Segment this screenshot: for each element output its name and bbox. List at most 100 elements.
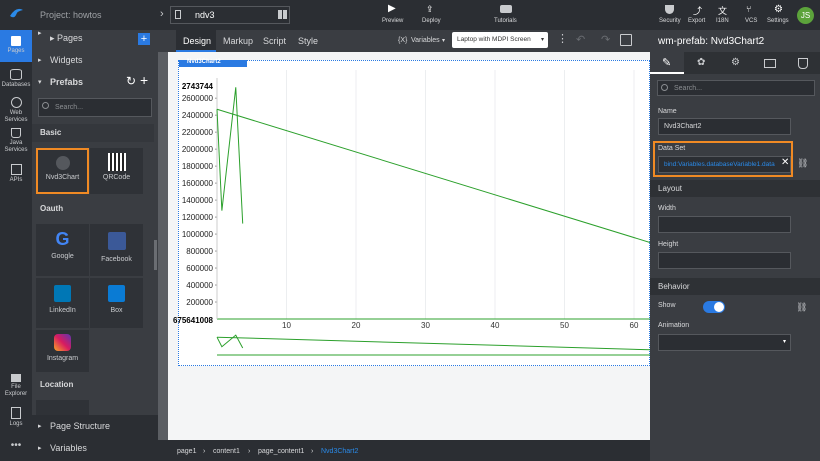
preview-button[interactable]: Preview [382,18,404,24]
width-input[interactable] [658,216,791,233]
top-bar [158,0,820,30]
chart-widget[interactable] [178,60,650,366]
active-nav [0,30,32,62]
refresh-icon[interactable]: ↻ [126,74,137,88]
i18n-button[interactable]: I18N [716,18,729,24]
property-search[interactable]: Search... [657,80,815,96]
section-header: Behavior [650,278,820,295]
field-label: Height [658,241,679,248]
section-label: Widgets [50,55,83,65]
file-tab-label: ndv3 [195,10,215,20]
security-button[interactable]: Security [659,18,681,24]
nav-apis[interactable]: APIs [0,164,32,184]
prefab-tile[interactable]: Instagram [36,330,89,372]
tutorials-button[interactable]: Tutorials [494,18,517,24]
settings-button[interactable]: Settings [767,18,789,24]
field-label: Name [658,108,677,115]
bottom-panel [32,415,158,461]
widget-label-bar [179,60,247,67]
avatar[interactable]: JS [797,7,814,24]
group-title: Basic [40,128,62,137]
nav-label: Logs [9,421,23,427]
page-structure[interactable]: Page Structure [32,416,158,436]
nav-logs[interactable]: Logs [0,407,32,428]
tab-design[interactable]: Design [183,36,212,46]
tile-label: LinkedIn [49,307,76,314]
bind-icon[interactable]: ⛓ [797,158,809,168]
dataset-input[interactable]: bind:Variables.databaseVariable1.data [658,156,791,173]
tile-label: Box [110,307,123,314]
variables-button[interactable]: Variables [411,37,440,44]
section-label: Prefabs [50,77,84,87]
prefab-tile[interactable]: QRCode [90,148,143,194]
crumb[interactable]: page_content1 [258,448,305,455]
widget-label: Nvd3Chart2 [187,59,221,65]
tab-style[interactable]: Style [298,36,319,46]
prefab-tile[interactable]: G Google [36,224,89,276]
animation-select[interactable] [658,334,791,351]
active-prop-tab[interactable] [650,52,684,74]
tile-label: Google [51,253,74,260]
crumb[interactable]: page1 [177,448,197,455]
add-page[interactable]: + [138,33,150,45]
breadcrumb-bar [158,440,650,461]
variables-icon: {X} [398,37,408,44]
group-title: Location [40,380,74,389]
section-header: Layout [650,180,820,197]
section-label: Page Structure [50,421,111,431]
crumb[interactable]: content1 [213,448,240,455]
vcs-button[interactable]: VCS [745,18,758,24]
name-input[interactable]: Nvd3Chart2 [658,118,791,135]
screen-select[interactable] [452,32,548,48]
add-prefab[interactable]: + [140,72,149,88]
section-label: Variables [50,443,87,453]
prefab-tile[interactable]: Facebook [90,224,143,276]
export-button[interactable]: Export [688,18,706,24]
prefab-search[interactable]: Search... [38,98,152,117]
nav-java-services[interactable]: Java Services [0,128,32,154]
prefab-tile[interactable] [36,400,89,416]
properties-panel [650,30,820,461]
more-dots[interactable]: ••• [10,440,22,451]
tab-markup[interactable]: Markup [223,36,254,46]
tile-label: Instagram [46,355,79,362]
nav-databases[interactable]: Databases [0,69,32,89]
nav-file-explorer[interactable]: File Explorer [0,374,32,398]
variables[interactable]: Variables [32,438,158,458]
section-widgets[interactable]: Widgets [32,50,158,70]
group-header [32,124,154,142]
tile-label: QRCode [102,174,131,181]
field-label: Data Set [658,145,686,152]
nav-label: Java Services [4,140,28,153]
height-input[interactable] [658,252,791,269]
tile-label: Nvd3Chart [45,174,80,181]
clear-binding[interactable]: ✕ [781,157,790,168]
nav-pages[interactable]: Pages [0,36,32,55]
file-tab[interactable] [170,6,290,24]
field-label: Show [658,302,676,309]
section-prefabs[interactable]: Prefabs [32,72,158,92]
active-tab [176,30,216,52]
dataset-highlight [653,141,793,177]
scrollbar [154,240,157,270]
save-icon[interactable] [620,34,632,46]
nav-web-services[interactable]: Web Services [0,97,32,124]
search-icon [42,102,49,109]
nav-label: APIs [9,177,23,183]
nav-label: File Explorer [4,384,28,397]
tab-script[interactable]: Script [263,36,287,46]
show-toggle[interactable] [703,301,725,313]
section-label: Pages [57,33,83,43]
group-title: Oauth [40,204,64,213]
nav-label: Pages [7,48,25,54]
prefab-tile[interactable]: Nvd3Chart [36,148,89,194]
section-pages[interactable]: ▸ Pages [50,33,83,43]
prefab-tile[interactable]: LinkedIn [36,278,89,328]
crumb-active[interactable]: Nvd3Chart2 [321,448,359,455]
project-name: Project: howtos [40,10,102,20]
prefab-tile[interactable]: Box [90,278,143,328]
field-label: Animation [658,322,690,329]
project-bar [32,0,158,30]
deploy-button[interactable]: Deploy [422,18,441,24]
